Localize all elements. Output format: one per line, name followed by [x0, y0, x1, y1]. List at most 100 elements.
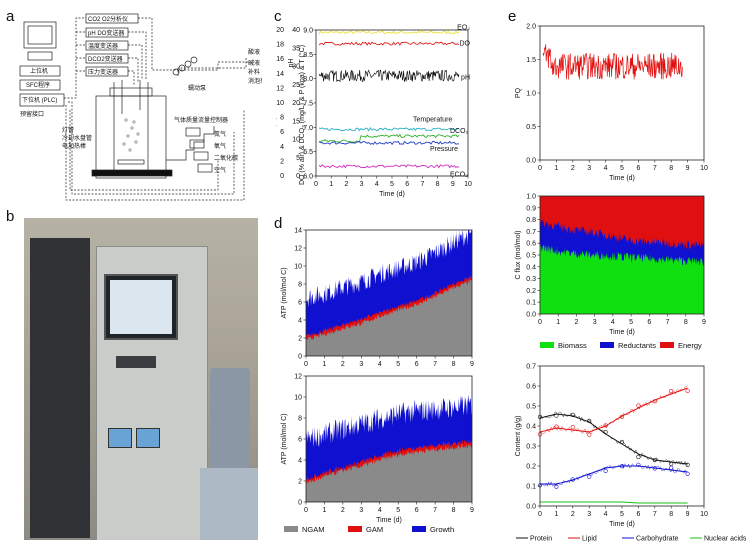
chart-e-flux-ytick-label: 0.2 [526, 288, 536, 295]
chart-e-content-xtick-label: 3 [587, 511, 591, 518]
chart-e-flux-ytick-label: 0.4 [526, 264, 536, 271]
chart-d-bottom-xtick-label: 8 [452, 507, 456, 514]
chart-e-content-ylabel: Content (g/g) [515, 416, 522, 457]
gas-label-2: 二氧化碳 [214, 154, 238, 162]
chart-c-series-label-6: ECO₂ [450, 171, 468, 178]
chart-e-flux-xtick-label: 9 [702, 319, 706, 326]
photobioreactor-photo: Photobioreactor system [24, 218, 258, 540]
chart-e-content-point [554, 424, 559, 429]
chart-e-content-line-3 [540, 501, 688, 504]
chart-e-flux-legend-swatch-0 [540, 342, 554, 348]
chart-c-yleft-label: 6 [280, 129, 284, 136]
chart-e-flux-xtick-label: 3 [593, 319, 597, 326]
chart-e-flux-ytick-label: 0.5 [526, 253, 536, 260]
chart-d-top-ytick-label: 14 [294, 228, 302, 235]
chart-e-content-legend-label-2: Carbohydrate [636, 536, 679, 543]
chart-e-flux-legend-swatch-1 [600, 342, 614, 348]
chart-e-pq-ytick-label: 0.5 [526, 124, 536, 131]
chart-e-content-xtick-label: 6 [636, 511, 640, 518]
chart-c-xtick-label: 2 [344, 181, 348, 188]
chart-e-pq-xtick-label: 5 [620, 165, 624, 172]
chart-c-series-5 [318, 140, 460, 146]
chart-e-content-frame [539, 365, 705, 507]
monitor-shape [23, 21, 57, 49]
chart-e-content-point [669, 465, 674, 470]
chart-d-bottom-ytick-label: 2 [298, 479, 302, 486]
panel-d-letter: d [274, 215, 283, 232]
chart-e-content-point [652, 466, 657, 471]
chart-e-content-point [669, 461, 674, 466]
chart-c-ymid-label: 25 [292, 82, 300, 89]
chart-e-content-xtick-label: 4 [604, 511, 608, 518]
chart-e-flux-ytick-label: 0.3 [526, 276, 536, 283]
chart-e-content-ytick-label: 0.2 [526, 464, 536, 471]
chart-e-pq-xtick-label: 2 [571, 165, 575, 172]
chart-e-content-point [603, 468, 608, 473]
chart-d-top-xtick-label: 1 [322, 361, 326, 368]
chart-d-bottom-ytick-label: 12 [294, 374, 302, 381]
chart-c-series-6 [318, 164, 460, 169]
chart-d-bottom-ytick-label: 0 [298, 500, 302, 507]
schematic-left-1: SFC程序 [26, 81, 50, 89]
chart-e-content-trace-1 [539, 385, 688, 435]
chart-e-pq: 0 1 2 3 4 5 6 7 8 9 10 0.0 0.5 1.0 1.5 2.0 Time (d) PQ [515, 24, 708, 183]
chart-e-flux-ylabel: C flux (mol/mol) [515, 230, 522, 279]
chart-d-bottom-ytick-label: 6 [298, 437, 302, 444]
chart-e-content-point [685, 462, 690, 467]
chart-e-pq-xtick-label: 7 [653, 165, 657, 172]
chart-d-bottom-legend-swatch-2 [412, 526, 426, 532]
chart-e-flux-xtick-label: 2 [574, 319, 578, 326]
chart-c-yright-label: 7.0 [303, 125, 313, 132]
chart-e-flux-legend-label-2: Energy [678, 341, 702, 350]
panel-a-letter: a [6, 8, 15, 25]
schematic-box-4: 压力变送器 [88, 68, 118, 76]
chart-d-bottom-xtick-label: 6 [415, 507, 419, 514]
chart-c-yright-label: 7.5 [303, 101, 313, 108]
chart-e-content-point [603, 423, 608, 428]
rack-cabinet [30, 238, 90, 538]
chart-d-top-ytick-label: 6 [298, 300, 302, 307]
chart-c-series-label-0: EO₂ [457, 24, 470, 31]
chart-e-pq-xtick-label: 0 [538, 165, 542, 172]
chart-e-content: 0 1 2 3 4 5 6 7 8 9 10 0.0 0.1 0.2 0.3 0.4 0.5 0.6 0.7 Time… [515, 364, 746, 543]
chart-c-series-1 [318, 41, 460, 46]
chart-e-pq-ytick-label: 1.5 [526, 57, 536, 64]
chart-e-content-point [636, 462, 641, 467]
chart-e-pq-ylabel: PQ [515, 87, 522, 98]
chart-d-top-xtick-label: 7 [433, 361, 437, 368]
chart-e-content-point [636, 454, 641, 459]
cabinet-monitor [104, 274, 178, 340]
chart-e-content-xlabel: Time (d) [609, 521, 635, 528]
chart-e-content-point [636, 403, 641, 408]
chart-d-bottom-ylabel: ATP (mol/mol C) [281, 413, 288, 464]
chart-e-content-point [587, 418, 592, 424]
gas-label-1: 氧气 [214, 142, 226, 150]
chart-d-top-xtick-label: 5 [396, 361, 400, 368]
chart-e-flux-legend-swatch-2 [660, 342, 674, 348]
chart-d-bottom-legend-label-1: GAM [366, 525, 383, 534]
chart-e-content-point [652, 399, 657, 404]
chart-e-content-ytick-label: 0.6 [526, 384, 536, 391]
chart-e-flux-xtick-label: 0 [538, 319, 542, 326]
chart-c-ylabel-right: pH [288, 59, 295, 68]
chart-c-xtick-label: 9 [451, 181, 455, 188]
controller-display-1 [108, 428, 132, 448]
chart-e-content-point [587, 432, 592, 437]
panel-c-letter: c [274, 8, 282, 25]
chart-c-ymid-label: 20 [292, 100, 300, 107]
chart-d-top-xtick-label: 6 [415, 361, 419, 368]
schematic-right-1: 碱液 [248, 59, 260, 67]
chart-d-top-ytick-label: 10 [294, 264, 302, 271]
chart-e-flux-ytick-label: 1.0 [526, 194, 536, 201]
chart-e-flux-ytick-label: 0.8 [526, 217, 536, 224]
chart-d-bottom-xtick-label: 2 [341, 507, 345, 514]
chart-c-series-3 [318, 126, 460, 132]
chart-c-xtick-label: 10 [464, 181, 472, 188]
chart-d-bottom-xtick-label: 0 [304, 507, 308, 514]
chart-d-bottom-xtick-label: 4 [378, 507, 382, 514]
panel-b-letter: b [6, 208, 15, 225]
chart-c-xtick-label: 8 [436, 181, 440, 188]
chart-e-pq-xtick-label: 10 [700, 165, 708, 172]
controller-display-2 [136, 428, 160, 448]
